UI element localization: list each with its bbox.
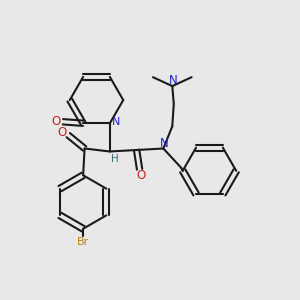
Text: O: O [52,115,61,128]
Text: Br: Br [77,236,89,247]
Text: N: N [169,74,178,87]
Text: H: H [111,154,119,164]
Text: N: N [160,137,169,150]
Text: O: O [136,169,146,182]
Text: O: O [57,126,66,139]
Text: N: N [112,117,121,128]
